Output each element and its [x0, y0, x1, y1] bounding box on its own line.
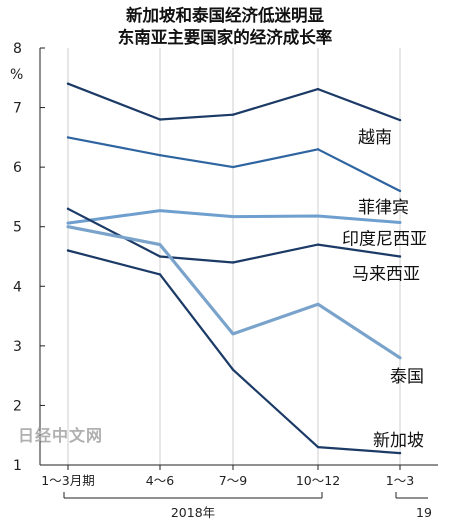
x-tick-label-2: 7～9 — [219, 473, 247, 488]
data-point-3-2 — [231, 261, 235, 264]
data-point-0-4 — [398, 118, 402, 122]
data-point-0-1 — [158, 118, 162, 121]
series-label-4: 泰国 — [390, 367, 424, 387]
data-point-5-3 — [316, 445, 320, 449]
y-axis-unit: % — [10, 67, 23, 83]
data-point-0-3 — [316, 87, 320, 91]
y-tick-label-3: 3 — [13, 339, 22, 355]
series-label-5: 新加坡 — [373, 431, 424, 451]
data-point-2-0 — [66, 221, 70, 225]
x-tick-label-4: 1～3 — [386, 473, 414, 488]
series-label-3: 马来西亚 — [352, 265, 420, 285]
data-point-2-4 — [398, 221, 402, 224]
data-point-5-1 — [158, 273, 162, 276]
x-ticks: 1～3月期 4～6 7～9 10～12 1～3 2018年 19 — [41, 465, 432, 520]
series — [66, 82, 402, 455]
data-point-4-1 — [158, 243, 162, 246]
data-point-5-2 — [231, 368, 235, 371]
y-tick-label-1: 1 — [13, 458, 22, 474]
data-point-2-1 — [158, 209, 162, 212]
data-point-3-0 — [66, 207, 70, 210]
y-tick-label-7: 7 — [13, 101, 22, 117]
data-point-2-3 — [316, 214, 320, 218]
y-tick-label-8: 8 — [13, 41, 22, 57]
y-tick-label-4: 4 — [13, 279, 22, 295]
data-point-1-2 — [231, 165, 235, 169]
y-tick-label-5: 5 — [13, 220, 22, 236]
y-tick-label-2: 2 — [13, 398, 22, 414]
data-point-1-1 — [158, 154, 162, 157]
x-tick-label-0: 1～3月期 — [41, 473, 94, 488]
data-point-5-4 — [398, 451, 402, 455]
data-point-1-4 — [398, 189, 402, 193]
data-point-4-2 — [231, 332, 235, 336]
data-point-0-0 — [66, 82, 70, 85]
chart-title-line-1: 新加坡和泰国经济低迷明显 — [126, 5, 325, 25]
series-label-2: 印度尼西亚 — [342, 230, 427, 250]
data-point-1-0 — [66, 136, 70, 139]
series-line-1 — [66, 136, 402, 193]
data-point-2-2 — [231, 215, 235, 218]
series-line-5 — [66, 249, 402, 455]
watermark: 日经中文网 — [18, 426, 103, 445]
y-tick-label-6: 6 — [13, 160, 22, 176]
data-point-5-0 — [66, 249, 70, 252]
grid — [67, 48, 401, 465]
x-tick-label-1: 4～6 — [146, 473, 174, 488]
series-label-0: 越南 — [358, 128, 392, 148]
axes — [39, 48, 438, 466]
x-tick-label-3: 10～12 — [296, 473, 340, 488]
y-ticks: 1 2 3 4 5 6 7 8 — [13, 41, 45, 474]
data-point-4-4 — [398, 356, 402, 359]
series-label-1: 菲律宾 — [358, 198, 409, 218]
data-point-3-4 — [398, 255, 402, 258]
chart-title-line-2: 东南亚主要国家的经济成长率 — [118, 27, 333, 47]
data-point-0-2 — [231, 113, 235, 116]
data-point-3-3 — [316, 243, 320, 246]
data-point-3-1 — [158, 255, 162, 258]
data-point-4-0 — [66, 225, 70, 228]
year-label-1: 19 — [416, 505, 432, 520]
data-point-1-3 — [316, 148, 320, 151]
data-point-4-3 — [316, 303, 320, 306]
year-label-0: 2018年 — [171, 505, 215, 520]
